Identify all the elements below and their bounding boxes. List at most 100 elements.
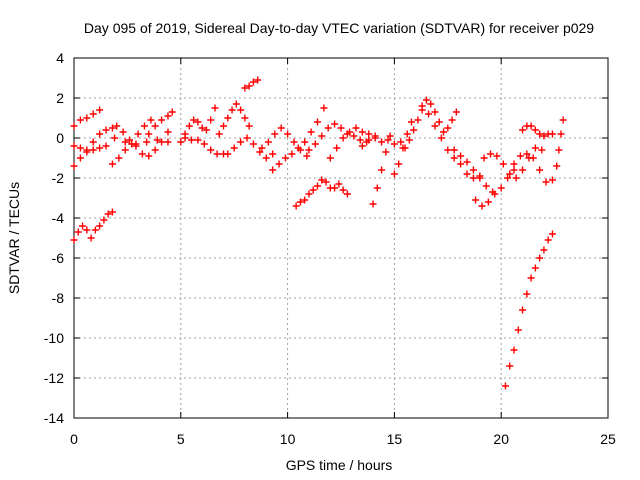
- data-point: [314, 182, 322, 190]
- data-point: [422, 96, 430, 104]
- data-point: [373, 184, 381, 192]
- data-point: [403, 130, 411, 138]
- data-point: [194, 118, 202, 126]
- data-point: [553, 162, 561, 170]
- data-point: [200, 140, 208, 148]
- data-point: [89, 110, 97, 118]
- data-point: [358, 142, 366, 150]
- data-point: [145, 152, 153, 160]
- x-tick-label: 5: [177, 431, 185, 447]
- data-point: [497, 184, 505, 192]
- data-point: [70, 122, 78, 130]
- series-early-c: [70, 142, 110, 156]
- data-point: [121, 138, 129, 146]
- data-point: [202, 126, 210, 134]
- data-point: [70, 142, 78, 150]
- data-point: [482, 182, 490, 190]
- series-t10: [241, 76, 262, 92]
- data-point: [452, 108, 460, 116]
- data-point: [262, 154, 270, 162]
- data-point: [275, 160, 283, 168]
- data-point: [211, 104, 219, 112]
- data-point: [111, 134, 119, 142]
- data-point: [96, 222, 104, 230]
- data-point: [134, 130, 142, 138]
- data-point: [523, 290, 531, 298]
- data-point: [519, 306, 527, 314]
- data-point: [237, 106, 245, 114]
- data-point: [70, 236, 78, 244]
- series-late-drop: [501, 230, 556, 390]
- data-point: [181, 134, 189, 142]
- data-point: [96, 144, 104, 152]
- data-point: [230, 144, 238, 152]
- data-point: [138, 150, 146, 158]
- data-point: [271, 130, 279, 138]
- data-point: [151, 146, 159, 154]
- data-point: [463, 170, 471, 178]
- data-point: [147, 116, 155, 124]
- y-tick-label: -8: [52, 290, 65, 306]
- data-point: [104, 210, 112, 218]
- data-point: [559, 116, 567, 124]
- data-point: [158, 138, 166, 146]
- data-point: [499, 160, 507, 168]
- data-point: [320, 104, 328, 112]
- data-point: [177, 138, 185, 146]
- data-point: [356, 136, 364, 144]
- data-point: [395, 160, 403, 168]
- data-point: [369, 200, 377, 208]
- data-point: [153, 136, 161, 144]
- data-point: [531, 264, 539, 272]
- data-point: [390, 140, 398, 148]
- y-axis: -14 -12 -10 -8 -6 -4 -2 0 2 4: [44, 50, 608, 426]
- data-point: [493, 152, 501, 160]
- data-point: [384, 136, 392, 144]
- series-t12: [269, 104, 328, 174]
- data-point: [536, 130, 544, 138]
- data-point: [74, 228, 82, 236]
- data-points: [70, 76, 567, 390]
- data-point: [224, 150, 232, 158]
- y-tick-label: -12: [44, 370, 64, 386]
- series-t13: [305, 120, 371, 154]
- chart-title: Day 095 of 2019, Sidereal Day-to-day VTE…: [84, 20, 594, 36]
- data-point: [121, 146, 129, 154]
- data-point: [89, 138, 97, 146]
- x-axis: 0 5 10 15 20 25: [70, 58, 616, 447]
- data-point: [113, 122, 121, 130]
- x-tick-label: 20: [493, 431, 509, 447]
- series-t26: [553, 116, 567, 170]
- data-point: [220, 122, 228, 130]
- data-point: [346, 128, 354, 136]
- data-point: [245, 82, 253, 90]
- data-point: [371, 134, 379, 142]
- data-point: [437, 134, 445, 142]
- y-tick-label: -14: [44, 410, 64, 426]
- data-point: [352, 124, 360, 132]
- data-point: [506, 362, 514, 370]
- data-point: [339, 134, 347, 142]
- data-point: [324, 124, 332, 132]
- data-point: [431, 108, 439, 116]
- data-point: [76, 116, 84, 124]
- data-point: [527, 122, 535, 130]
- data-point: [151, 122, 159, 130]
- series-t6: [177, 104, 219, 146]
- data-point: [331, 120, 339, 128]
- data-point: [115, 154, 123, 162]
- series-t15: [326, 124, 379, 162]
- series-t2: [108, 116, 155, 168]
- data-point: [301, 138, 309, 146]
- data-point: [143, 138, 151, 146]
- data-point: [512, 174, 520, 182]
- data-point: [140, 122, 148, 130]
- data-point: [256, 148, 264, 156]
- y-tick-label: -4: [52, 210, 65, 226]
- data-point: [96, 130, 104, 138]
- data-point: [269, 150, 277, 158]
- data-point: [337, 124, 345, 132]
- data-point: [542, 178, 550, 186]
- data-point: [435, 118, 443, 126]
